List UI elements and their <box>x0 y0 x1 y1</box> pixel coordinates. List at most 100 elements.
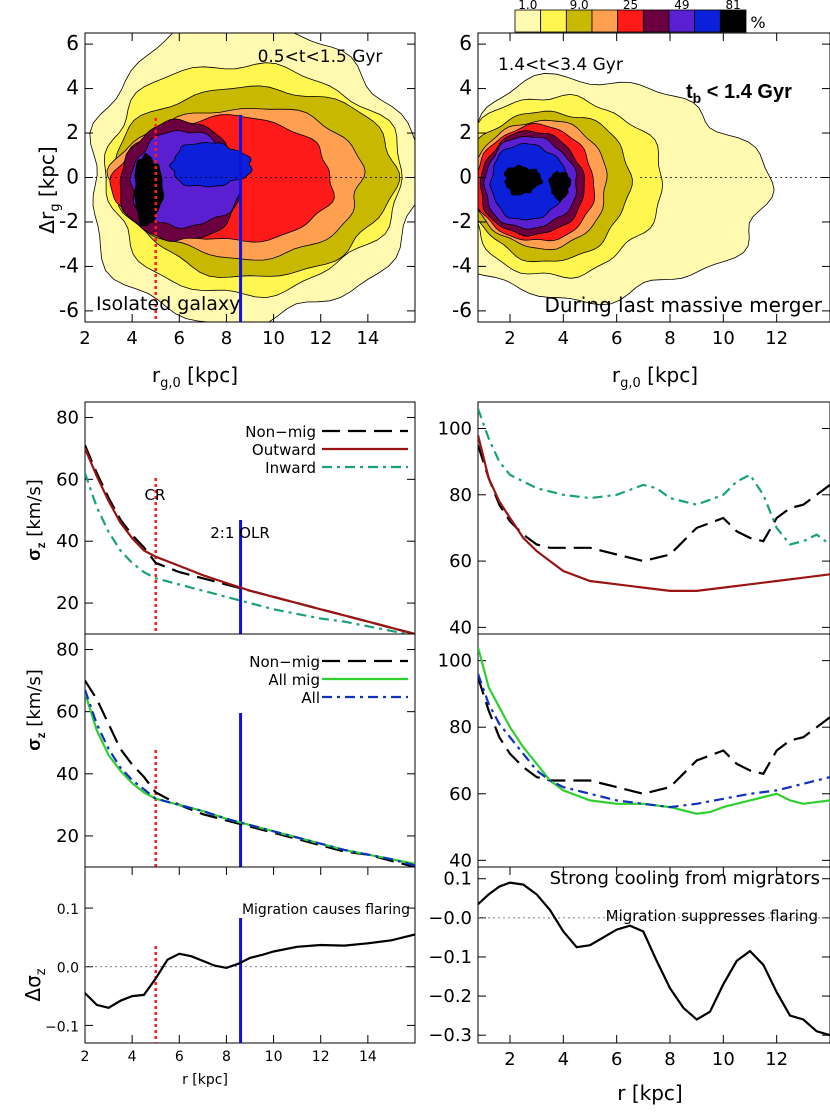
y-tick-label: 0 <box>66 165 79 189</box>
colorbar-swatch <box>514 9 542 33</box>
x-tick-label: 8 <box>664 328 675 349</box>
y-tick-label: -6 <box>59 298 79 322</box>
cr-label: CR <box>145 486 166 504</box>
y-tick-label: 6 <box>459 31 472 55</box>
x-tick-label: 6 <box>611 328 622 349</box>
y-tick-label: -2 <box>59 209 79 233</box>
delta-ylabel: Δσz <box>21 968 49 1001</box>
y-tick-label: 2 <box>459 120 472 144</box>
x-tick-label: 2 <box>81 1049 90 1065</box>
legend-non-mig-top: Non−mig <box>245 423 316 441</box>
y-tick-label: 20 <box>56 593 79 614</box>
y-tick-label: 4 <box>66 76 79 100</box>
x-tick-label: 10 <box>262 328 285 349</box>
series-line-dashdot-2 <box>478 673 830 809</box>
x-tick-label: 2 <box>79 328 90 349</box>
colorbar-swatch <box>719 9 747 33</box>
series-line-solid-0 <box>85 933 415 1009</box>
contour-level-9 <box>503 164 544 196</box>
caption-last-merger: During last massive merger <box>544 293 822 317</box>
series-line-solid-1 <box>478 434 830 593</box>
y-tick-label: -4 <box>452 253 472 277</box>
y-tick-label: 0 <box>459 165 472 189</box>
density-panel-left: -6 -4 -2 0 2 4 6 2 4 6 8 10 12 14 <box>59 31 416 349</box>
series-line-dashdot-2 <box>478 408 830 546</box>
x-tick-label: 10 <box>712 1049 735 1070</box>
y-tick-label: -4 <box>59 253 79 277</box>
y-tick-label: −0.0 <box>428 908 472 929</box>
sigma-panel-top-right: 40 60 80 100 <box>438 401 830 638</box>
y-tick-label: 80 <box>449 485 472 506</box>
series-line-outward <box>85 447 415 634</box>
series-line-solid-0 <box>478 881 830 1037</box>
y-tick-label: 40 <box>56 764 79 785</box>
y-tick-label: 20 <box>56 826 79 847</box>
legend-all-mig: All mig <box>268 671 320 689</box>
y-tick-label: 0.1 <box>57 902 79 918</box>
y-tick-label: 60 <box>449 784 472 805</box>
x-tick-label: 10 <box>712 328 735 349</box>
legend-inward: Inward <box>265 459 316 477</box>
legend-non-mig-mid: Non−mig <box>249 653 320 671</box>
x-tick-label: 8 <box>221 328 232 349</box>
colorbar-swatch <box>668 9 696 33</box>
delta-panel-right: −0.3 −0.2 −0.1 −0.0 0.1 2 4 6 8 10 12 <box>428 866 830 1070</box>
y-tick-label: -6 <box>452 298 472 322</box>
tb-label: tb < 1.4 Gyr <box>686 81 792 106</box>
colorbar-swatch <box>694 9 721 33</box>
density-left-xlabel: rg,0 [kpc] <box>152 363 238 391</box>
series-line-all-mig <box>85 692 415 865</box>
colorbar-tick-label: 1.0 <box>518 0 537 12</box>
y-tick-label: -2 <box>452 209 472 233</box>
colorbar-tick-label: 9.0 <box>570 0 589 12</box>
series-line-all <box>85 689 415 867</box>
y-tick-label: 4 <box>459 76 472 100</box>
contour-level-9 <box>133 152 165 227</box>
x-tick-label: 4 <box>126 328 137 349</box>
density-ylabel: Δrg [kpc] <box>35 146 63 233</box>
delta-panel-left: −0.1 0.0 0.1 2 4 6 8 10 12 14 <box>45 866 416 1065</box>
y-tick-label: 80 <box>449 717 472 738</box>
time-label-right: 1.4<t<3.4 Gyr <box>498 55 623 75</box>
x-tick-label: 14 <box>359 1049 377 1065</box>
sigma-panel-mid-right: 40 60 80 100 <box>438 633 830 871</box>
caption-suppresses-flaring: Migration suppresses flaring <box>606 907 818 925</box>
x-tick-label: 4 <box>128 1049 137 1065</box>
y-tick-label: −0.1 <box>428 947 472 968</box>
olr-label: 2:1 OLR <box>210 524 270 542</box>
series-line-inward <box>85 472 414 634</box>
axes-frame <box>84 866 416 1044</box>
colorbar-swatch <box>591 9 619 33</box>
colorbar: 1.0 9.0 25 49 81% <box>514 0 766 33</box>
x-tick-label: 2 <box>504 1049 515 1070</box>
y-tick-label: 40 <box>449 617 472 638</box>
colorbar-swatch <box>565 9 593 33</box>
y-tick-label: 100 <box>438 419 472 440</box>
contour-level-9b <box>548 170 572 203</box>
density-right-xlabel: rg,0 [kpc] <box>612 363 698 391</box>
density-panel-right: -6 -4 -2 0 2 4 6 2 4 6 8 10 12 <box>452 31 830 349</box>
colorbar-unit: % <box>750 13 765 32</box>
x-tick-label: 2 <box>504 328 515 349</box>
series-line-solid-1 <box>478 647 830 815</box>
y-tick-label: 0.1 <box>443 869 472 890</box>
y-tick-label: 80 <box>56 640 79 661</box>
colorbar-swatch <box>617 9 644 33</box>
x-tick-label: 6 <box>174 328 185 349</box>
colorbar-tick-label: 25 <box>623 0 638 12</box>
x-tick-label: 8 <box>664 1049 675 1070</box>
density-contours-right <box>478 72 775 306</box>
axes-frame <box>477 866 830 1044</box>
sigma-panel-top-left: 20 40 60 80 <box>56 401 416 635</box>
delta-right-xlabel: r [kpc] <box>617 1081 682 1105</box>
density-contours-left <box>89 33 415 322</box>
y-tick-label: 100 <box>438 651 472 672</box>
y-tick-label: 0.0 <box>57 961 79 977</box>
x-tick-label: 8 <box>222 1049 231 1065</box>
x-tick-label: 10 <box>265 1049 283 1065</box>
y-tick-label: 60 <box>56 469 79 490</box>
x-tick-label: 12 <box>765 328 788 349</box>
series-line-dashed-0 <box>478 444 830 563</box>
y-tick-label: 60 <box>56 702 79 723</box>
